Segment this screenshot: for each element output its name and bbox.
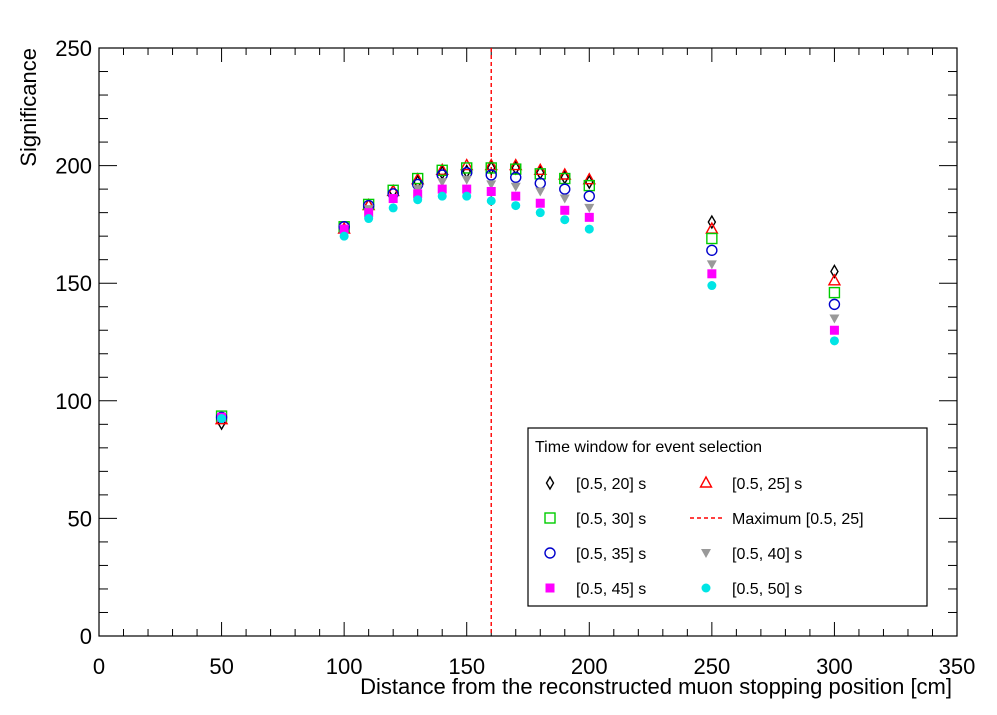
plot-frame [98,47,958,637]
data-point [486,160,496,176]
data-point [510,171,522,184]
data-point [485,169,497,181]
data-point [510,163,522,175]
y-axis-title: Significance [16,48,41,167]
y-tick-label: 150 [55,271,92,296]
data-point [388,203,398,213]
data-point [584,224,594,234]
legend-box [527,427,928,607]
y-tick-label: 250 [55,36,92,61]
data-point [437,191,447,201]
x-tick-label: 0 [93,654,105,679]
data-point [559,183,571,195]
x-tick-label: 350 [939,654,976,679]
data-point [462,191,472,201]
data-point [511,191,521,201]
data-point [461,162,473,174]
data-point [584,212,594,222]
data-point [706,232,718,245]
data-point [339,231,349,241]
data-point [582,172,596,185]
data-point [486,180,497,190]
legend-entry-label: Maximum [0.5, 25] [732,511,864,528]
data-point [828,286,841,299]
data-point [829,325,839,335]
data-point [437,184,447,194]
legend-entry-label: [0.5, 50] s [732,581,802,598]
legend-entry-label: [0.5, 20] s [576,476,646,493]
data-point [460,158,474,171]
data-point [535,198,545,208]
data-point [436,164,448,177]
data-point [707,281,717,291]
data-point [560,215,570,225]
x-tick-label: 100 [326,654,363,679]
data-point [560,205,570,215]
x-tick-label: 250 [693,654,730,679]
data-point [828,298,841,311]
data-point [583,190,595,202]
data-point [413,189,423,199]
legend-entries: [0.5, 20] s [0.5, 25] s [0.5, 30] s Maximum… [544,475,864,598]
data-point [829,314,840,324]
y-tick-label: 200 [55,154,92,179]
data-point [707,214,717,230]
x-tick-label: 150 [448,654,485,679]
y-tick-labels: 0 50 100 150 200 250 [55,36,92,649]
legend-entry-label: [0.5, 40] s [732,546,802,563]
data-point [584,203,595,213]
data-point [535,187,546,197]
data-point [511,201,521,211]
y-tick-label: 100 [55,389,92,414]
legend-title: Time window for event selection [535,439,762,456]
data-point [437,178,448,188]
legend-entry-label: [0.5, 45] s [576,581,646,598]
x-tick-label: 50 [209,654,233,679]
data-point [486,186,496,196]
legend-marker [545,583,555,593]
legend-marker [544,547,556,559]
legend-entry-label: [0.5, 30] s [576,511,646,528]
legend-marker [699,475,713,488]
legend-marker [544,512,556,524]
data-point [364,208,374,218]
x-tick-labels: 0 50 100 150 200 250 300 350 [93,654,975,679]
data-point [485,162,497,174]
legend-marker [701,549,711,558]
data-point [510,182,521,192]
legend-entry-label: [0.5, 25] s [732,476,802,493]
data-point [830,264,839,279]
data-point [217,413,227,423]
data-point [827,273,842,286]
data-point [706,244,718,256]
data-point [707,269,717,279]
data-point [411,172,424,185]
data-points [214,158,842,431]
data-point [462,184,472,194]
data-point [388,194,398,204]
data-point [461,175,472,185]
data-point [829,336,839,346]
legend-marker [545,475,555,491]
y-tick-label: 50 [68,506,92,531]
y-tick-label: 0 [80,624,92,649]
x-axis-title: Distance from the reconstructed muon sto… [360,674,952,699]
legend-entry-label: [0.5, 35] s [576,546,646,563]
data-point [413,195,423,205]
data-point [339,224,349,234]
data-point [706,260,717,270]
data-point [435,162,449,176]
x-tick-label: 200 [571,654,608,679]
data-point [535,208,545,218]
data-point [559,194,570,204]
data-point [486,196,496,206]
x-tick-label: 300 [816,654,853,679]
legend-marker [701,583,711,593]
data-point [364,214,374,224]
legend: Time window for event selection [0.5, 20… [527,427,928,607]
